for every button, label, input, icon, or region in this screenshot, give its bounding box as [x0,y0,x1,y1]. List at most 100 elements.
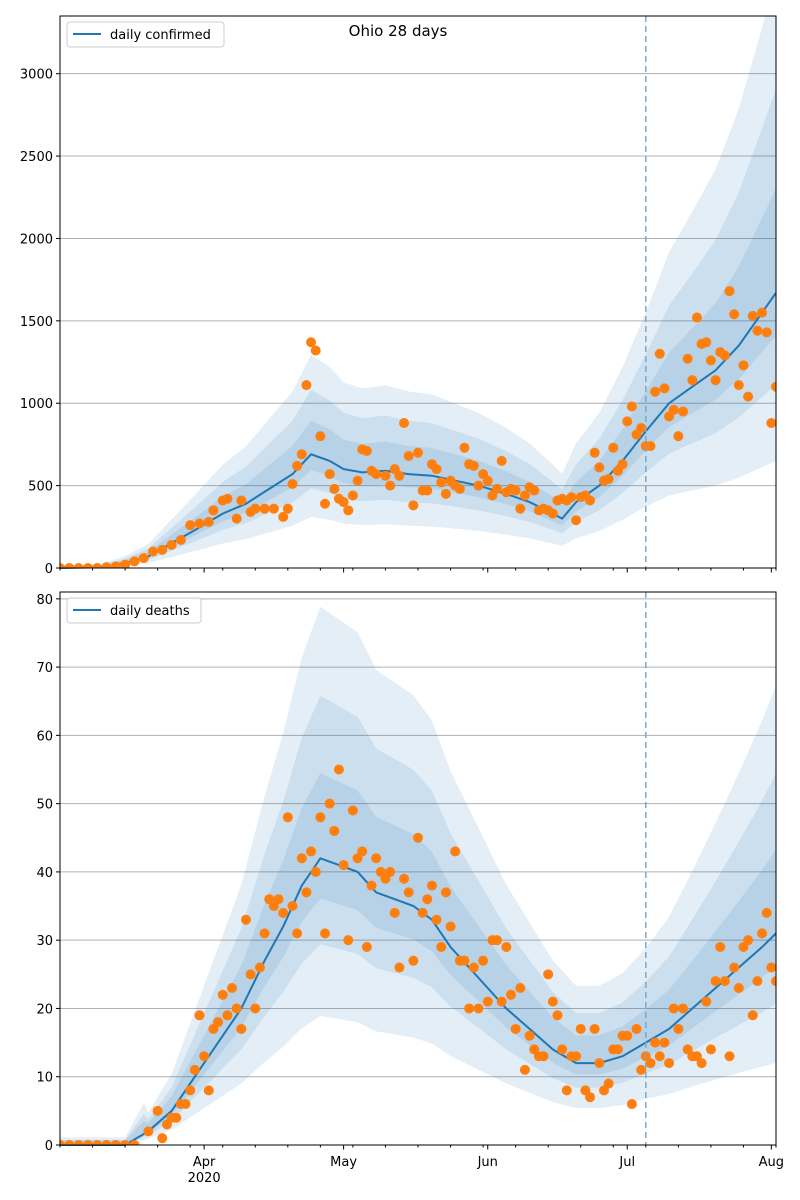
y-tick-label: 500 [28,480,53,495]
data-point [278,907,289,918]
data-point [691,312,702,323]
y-tick-label: 60 [36,729,53,744]
legend-box [66,21,225,48]
data-point [347,805,358,816]
data-point [343,935,354,946]
data-point [385,480,396,491]
data-point [422,485,433,496]
data-point [510,485,521,496]
data-point [585,495,596,506]
y-tick-label: 50 [36,798,53,813]
data-point [608,442,619,453]
data-point [394,470,405,481]
data-point [436,477,447,488]
data-point [492,935,503,946]
data-point [622,416,633,427]
confirmed-panel: 0 500 1000 1500 2000 2500 3000 daily confirmed [20,15,777,577]
y-tick-label: 2500 [20,150,53,165]
data-point [422,894,433,905]
data-point [626,401,637,412]
data-point [417,907,428,918]
data-point [296,853,307,864]
data-point [320,928,331,939]
data-point [678,406,689,417]
data-point [543,969,554,980]
data-point [524,1030,535,1041]
data-point [92,563,103,568]
data-point [473,1003,484,1014]
data-point [282,503,293,514]
data-point [60,563,65,568]
data-point [320,498,331,509]
y-tick-label: 70 [36,661,53,676]
data-point [222,1010,233,1021]
data-point [664,1058,675,1069]
y-tick-label: 1000 [20,397,53,412]
x-tick-label: Apr [193,1155,216,1170]
data-point [440,887,451,898]
data-point [496,455,507,466]
observed-markers [60,286,776,568]
data-point [110,1140,121,1145]
data-point [157,1133,168,1144]
data-point [729,962,740,973]
data-point [594,1058,605,1069]
data-point [217,989,228,1000]
data-point [403,450,414,461]
data-point [603,1078,614,1089]
data-point [371,853,382,864]
data-point [413,447,423,458]
data-point [143,1126,154,1137]
data-point [185,1085,196,1096]
data-point [389,907,400,918]
data-point [482,996,493,1007]
data-point [561,1085,572,1096]
data-point [645,441,656,452]
data-point [757,928,768,939]
data-point [101,1140,112,1145]
data-point [394,962,405,973]
x-tick-label: May [330,1155,357,1170]
data-point [547,996,558,1007]
y-tick-label: 20 [36,1002,53,1017]
data-point [468,962,479,973]
data-point [496,996,507,1007]
x-tick-label: Jun [477,1155,498,1170]
data-point [82,563,93,568]
data-point [673,431,684,442]
data-point [324,469,335,480]
data-point [468,460,479,471]
data-point [171,1112,182,1123]
data-point [431,914,442,925]
data-point [766,417,776,428]
data-point [329,825,340,836]
data-point [408,955,419,966]
data-point [501,942,512,953]
data-point [710,976,721,987]
data-point [589,447,600,458]
data-point [157,544,168,555]
data-point [268,503,279,514]
uncertainty-band [60,773,776,1145]
data-point [315,812,326,823]
data-point [436,942,447,953]
data-point [617,459,628,470]
data-point [250,503,261,514]
data-point [259,928,270,939]
data-point [515,982,526,993]
data-point [529,485,540,496]
data-point [110,561,121,568]
y-tick-label: 10 [36,1071,53,1086]
data-point [296,449,307,460]
data-point [729,309,740,320]
data-point [659,383,670,394]
data-point [189,1064,200,1075]
y-tick-label: 2000 [20,232,53,247]
observed-markers [60,764,776,1145]
data-point [278,511,289,522]
data-point [510,1023,521,1034]
data-point [306,337,317,348]
data-point [371,469,382,480]
data-point [199,1051,210,1062]
